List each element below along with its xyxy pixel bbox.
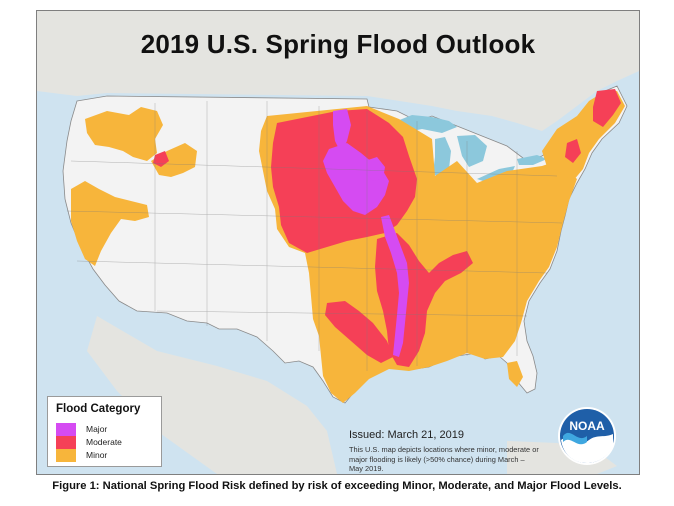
moderate-texas-louisiana [325,301,393,363]
legend-swatch-moderate [56,436,76,449]
flood-outlook-map-figure: 2019 U.S. Spring Flood Outlook Flood Cat… [36,10,640,475]
moderate-idaho [153,151,169,167]
major-flood-areas [323,109,409,357]
canada-land [37,11,639,131]
legend-swatch-major [56,423,76,436]
legend-title: Flood Category [56,403,141,415]
moderate-maine [593,89,621,127]
major-wisconsin-iowa [365,157,385,181]
state-boundaries [66,101,563,371]
florida-cuba-area [507,441,617,474]
major-upper-mississippi [323,143,389,215]
flood-category-legend: Flood Category Major Moderate Minor [47,396,162,467]
lake-erie [477,166,515,183]
issued-date: Issued: March 21, 2019 [349,429,464,441]
moderate-vermont [565,139,581,163]
major-red-river [333,109,351,153]
us-flood-map [37,11,639,474]
map-description-note: This U.S. map depicts locations where mi… [349,445,539,474]
noaa-logo-icon: NOAA [558,407,616,465]
figure-caption: Figure 1: National Spring Flood Risk def… [52,480,622,492]
minor-california-nevada [71,181,149,266]
noaa-logo-text: NOAA [569,419,605,433]
legend-label-minor: Minor [86,450,108,460]
legend-label-major: Major [86,424,108,434]
mexico-land [87,316,337,474]
map-title: 2019 U.S. Spring Flood Outlook [140,29,536,59]
legend-swatch-minor [56,449,76,462]
minor-pacific-northwest [85,107,163,161]
major-mississippi-corridor [381,215,409,357]
lake-huron [457,135,487,167]
legend-label-moderate: Moderate [86,437,122,447]
minor-idaho-montana [151,143,197,177]
lake-ontario [517,155,547,165]
minor-florida-tip [507,361,523,387]
